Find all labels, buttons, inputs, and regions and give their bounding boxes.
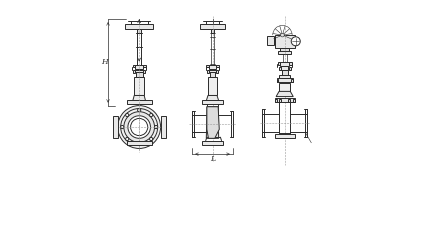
Circle shape (155, 126, 158, 129)
Bar (275, 134, 295, 138)
Circle shape (121, 126, 124, 129)
Bar (143, 70, 145, 73)
Bar (216, 70, 218, 73)
Bar (278, 62, 280, 65)
Circle shape (126, 114, 129, 117)
Bar (281, 66, 288, 70)
Bar (267, 36, 274, 45)
Bar (277, 78, 292, 82)
Bar (113, 116, 118, 138)
Bar (288, 99, 290, 102)
Bar (275, 99, 277, 102)
Circle shape (128, 116, 150, 138)
Bar (291, 79, 293, 82)
Bar (136, 72, 142, 77)
Bar (134, 77, 144, 95)
Bar (216, 65, 218, 67)
Circle shape (291, 37, 300, 46)
Bar (280, 62, 289, 66)
Bar (279, 84, 290, 92)
Bar (133, 65, 135, 67)
Bar (161, 116, 166, 138)
Polygon shape (206, 95, 219, 101)
Bar (275, 98, 295, 102)
Bar (144, 65, 146, 67)
Bar (202, 141, 223, 145)
Bar (127, 141, 152, 145)
Polygon shape (276, 91, 293, 96)
Bar (210, 72, 215, 77)
Bar (293, 99, 295, 102)
Bar (207, 70, 209, 73)
Circle shape (150, 137, 153, 141)
Bar (207, 65, 209, 67)
Text: L: L (210, 155, 215, 163)
Bar (279, 75, 290, 78)
Bar (134, 70, 144, 72)
Bar (137, 29, 141, 33)
Circle shape (150, 114, 153, 117)
Bar (281, 70, 288, 75)
Polygon shape (133, 95, 146, 102)
Circle shape (118, 106, 161, 148)
Circle shape (126, 137, 129, 141)
Bar (279, 99, 281, 102)
Bar (202, 100, 223, 104)
Bar (277, 79, 278, 82)
Circle shape (138, 142, 141, 146)
Circle shape (138, 109, 141, 112)
Bar (125, 24, 153, 29)
Polygon shape (206, 107, 219, 138)
Polygon shape (207, 107, 219, 138)
Bar (279, 67, 281, 70)
Bar (127, 100, 152, 104)
Bar (289, 67, 291, 70)
Bar (289, 62, 292, 65)
Bar (278, 51, 291, 54)
Bar (275, 35, 295, 47)
Bar (133, 70, 135, 73)
Bar (211, 29, 214, 33)
Bar (208, 77, 217, 95)
Bar (280, 47, 289, 52)
Text: H: H (101, 58, 108, 67)
Bar (208, 70, 217, 72)
Bar (209, 65, 216, 69)
Bar (200, 24, 225, 29)
Circle shape (124, 112, 155, 142)
Bar (135, 65, 143, 69)
Circle shape (280, 33, 284, 37)
